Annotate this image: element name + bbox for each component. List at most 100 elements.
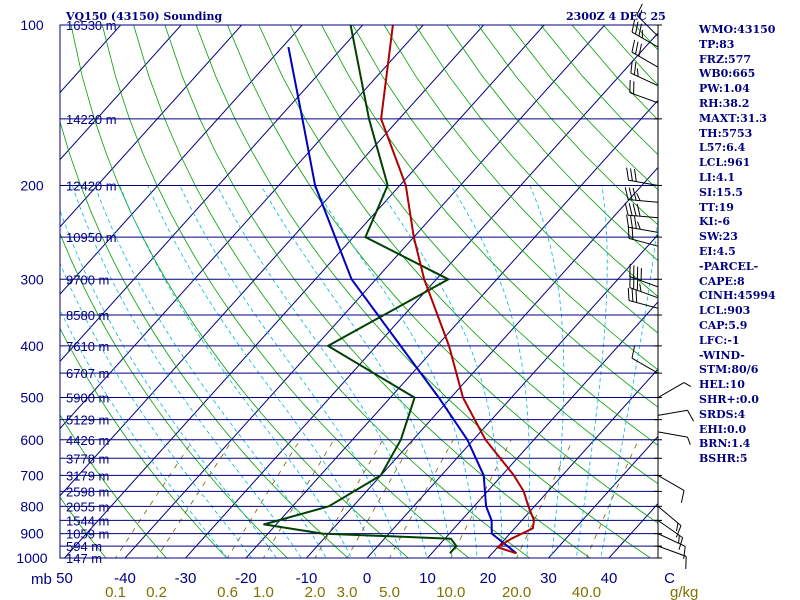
dry-adiabat-line [352, 25, 658, 371]
parcel-trace [287, 46, 518, 555]
mixing-ratio-label: 5.0 [379, 584, 400, 600]
mixing-ratio-line [156, 439, 233, 558]
wind-barb [631, 19, 659, 48]
height-label: 6707 m [66, 366, 109, 381]
pressure-label: 400 [20, 338, 44, 354]
mixing-ratio-label: 10.0 [436, 584, 465, 600]
height-label: 7610 m [66, 339, 109, 354]
index-item: STM:80/6 [699, 363, 759, 377]
isotherm-line [60, 25, 243, 228]
pressure-label: 900 [20, 526, 44, 542]
moist-adiabat-line [94, 185, 327, 558]
index-item: LFC:-1 [699, 333, 740, 347]
temperature-tick-label: -20 [235, 570, 257, 587]
background-grid [60, 25, 658, 558]
index-item: -PARCEL- [699, 259, 759, 273]
temperature-tick-label: -40 [114, 570, 136, 587]
wind-barb [627, 225, 659, 247]
wind-barb [624, 202, 659, 219]
wind-barbs [624, 3, 695, 570]
wind-barb [631, 345, 659, 374]
moist-adiabat-line [216, 185, 428, 558]
index-item: RH:38.2 [699, 96, 750, 110]
sounding-title: VQ150 (43150) Sounding [65, 10, 223, 23]
moist-adiabat-line [529, 185, 565, 558]
height-label: 2598 m [66, 484, 109, 499]
pressure-label: 500 [20, 390, 44, 406]
height-label: 12420 m [66, 178, 117, 193]
index-item: LI:4.1 [699, 170, 736, 184]
wind-barb [626, 167, 659, 186]
dry-adiabat-line [195, 25, 652, 558]
wind-barb [631, 39, 659, 68]
height-label: 10950 m [66, 230, 117, 245]
wind-barb [657, 533, 686, 559]
dry-adiabat-line [383, 25, 658, 334]
moist-adiabat-line [60, 209, 277, 558]
wind-barb [657, 475, 685, 503]
index-item: LCL:903 [699, 304, 751, 318]
index-item: SI:15.5 [699, 185, 743, 199]
index-item: CAP:5.9 [699, 318, 748, 332]
moist-adiabat-line [71, 185, 302, 558]
wind-barb [657, 545, 687, 570]
mixing-ratio-line [115, 439, 194, 558]
pressure-label: 300 [20, 271, 44, 287]
index-item: PW:1.04 [699, 82, 750, 96]
dry-adiabat-line [258, 25, 658, 485]
index-item: HEL:10 [699, 378, 745, 392]
dry-adiabat-line [70, 25, 410, 558]
index-item: -WIND- [699, 348, 745, 362]
dry-adiabat-line [60, 327, 228, 558]
isotherm-line [60, 25, 424, 430]
dry-adiabat-line [133, 25, 531, 558]
index-item: CAPE:8 [699, 274, 745, 288]
index-item: SRDS:4 [699, 407, 746, 421]
temperature-tick-label: -10 [296, 570, 318, 587]
profile-lines [263, 25, 535, 555]
wind-barb [657, 409, 695, 422]
moist-adiabat-line [119, 185, 352, 558]
height-label: 4426 m [66, 433, 109, 448]
moist-adiabat-line [60, 262, 253, 558]
temperature-tick-label: 30 [540, 570, 557, 587]
mixing-ratio-label: 40.0 [572, 584, 601, 600]
index-item: L57:6.4 [699, 141, 746, 155]
index-item: WB0:665 [699, 67, 756, 81]
pressure-label: 700 [20, 467, 44, 483]
wind-barb [630, 60, 659, 87]
wind-barb [627, 287, 659, 309]
isotherm-line [60, 25, 485, 497]
wind-barb [657, 431, 691, 445]
dry-adiabat-line [415, 25, 658, 298]
pressure-label: 200 [20, 177, 44, 193]
index-item: FRZ:577 [699, 52, 752, 66]
sounding-indices-panel: WMO:43150 TP:83 FRZ:577 WB0:665 PW:1.04 RH:38… [699, 23, 776, 467]
mixing-ratio-label: 0.2 [146, 584, 167, 600]
height-label: 594 m [66, 539, 102, 554]
temperature-tick-label: 20 [480, 570, 497, 587]
temperature-tick-label: 0 [363, 570, 371, 587]
height-label: 2055 m [66, 499, 109, 514]
mixing-ratio-label: 20.0 [502, 584, 531, 600]
index-item: KI:-6 [699, 215, 730, 229]
moist-adiabat-line [376, 185, 503, 558]
temperature-tick-label: 40 [601, 570, 618, 587]
mixing-ratio-line [516, 439, 574, 558]
moist-adiabat-line [600, 214, 658, 558]
isotherm-line [60, 25, 182, 161]
dry-adiabat-line [164, 25, 591, 558]
wind-barb [629, 263, 659, 288]
mixing-ratio-label: 0.1 [105, 584, 126, 600]
wind-barb [636, 3, 659, 37]
pressure-label: 600 [20, 432, 44, 448]
dry-adiabat-line [101, 25, 470, 558]
pressure-label: 1000 [16, 550, 47, 566]
height-label: 5129 m [66, 413, 109, 428]
pressure-unit-label: mb [31, 571, 52, 588]
height-label: 147 m [66, 551, 102, 566]
temperature-trace [380, 25, 535, 555]
height-label: 8580 m [66, 308, 109, 323]
